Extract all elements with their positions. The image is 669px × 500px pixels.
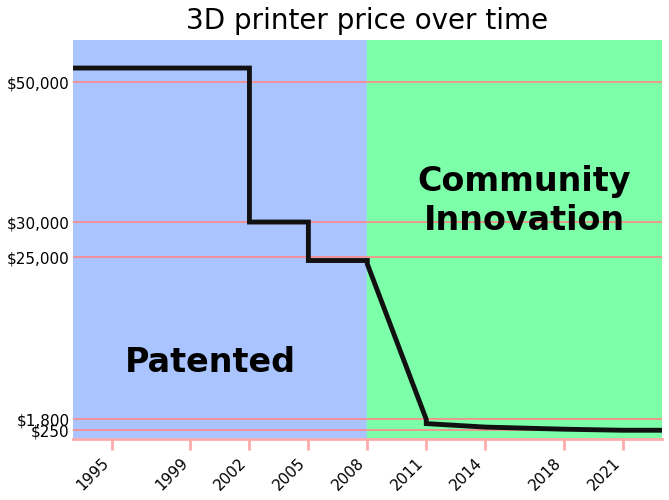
Bar <box>73 40 367 439</box>
Text: Patented: Patented <box>124 346 296 378</box>
Text: Community
Innovation: Community Innovation <box>417 166 632 236</box>
Bar <box>367 40 662 439</box>
Title: 3D printer price over time: 3D printer price over time <box>186 7 549 35</box>
